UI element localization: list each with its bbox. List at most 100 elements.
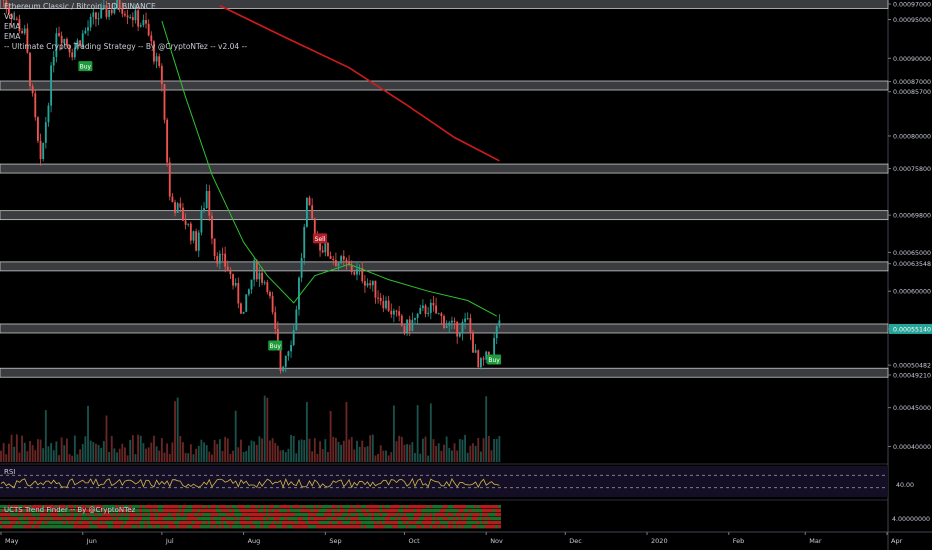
trend-cell [408, 509, 412, 513]
buy-signal: Buy [78, 61, 93, 72]
trend-cell [49, 513, 53, 517]
trend-cell [47, 521, 51, 525]
trend-cell [250, 513, 254, 517]
trend-cell [258, 513, 262, 517]
trend-cell [255, 505, 259, 509]
trend-cell [202, 525, 206, 529]
trend-cell [86, 509, 90, 513]
trend-cell [426, 521, 430, 525]
candle-body [192, 231, 195, 241]
volume-bar [10, 434, 13, 462]
trend-cell [376, 513, 380, 517]
volume-bar [145, 448, 147, 462]
price-tick-label: 0.00085700 [893, 89, 931, 96]
trend-cell [207, 509, 211, 513]
trend-cell [326, 513, 330, 517]
volume-bar [245, 451, 248, 462]
trend-cell [81, 521, 85, 525]
trend-cell [23, 517, 27, 521]
trend-cell [313, 509, 317, 513]
trend-cell [318, 513, 322, 517]
trend-cell [89, 513, 93, 517]
trend-cell [455, 521, 459, 525]
trend-cell [400, 521, 404, 525]
trend-cell [144, 509, 148, 513]
trend-cell [142, 521, 146, 525]
trend-cell [287, 505, 291, 509]
trend-cell [260, 513, 264, 517]
trend-cell [221, 513, 225, 517]
trend-cell [68, 505, 72, 509]
trend-cell [250, 505, 254, 509]
trend-cell [297, 525, 301, 529]
trend-cell [403, 513, 407, 517]
trend-cell [202, 505, 206, 509]
trend-cell [434, 509, 438, 513]
candle-body [195, 231, 198, 251]
trend-cell [461, 513, 465, 517]
trend-cell [313, 505, 317, 509]
candle-body [221, 253, 224, 255]
trend-cell [152, 505, 156, 509]
trend-cell [360, 517, 364, 521]
volume-bar [23, 442, 26, 462]
volume-bar [137, 434, 140, 462]
trend-cell [426, 513, 430, 517]
trend-cell [382, 521, 385, 525]
volume-bar [116, 452, 118, 462]
candle-body [145, 20, 147, 24]
time-tick-label: Aug [248, 537, 261, 545]
trend-cell [305, 509, 309, 513]
candle-body [216, 256, 219, 264]
volume-bar [139, 435, 142, 462]
trend-cell [215, 505, 219, 509]
trend-cell [400, 525, 404, 529]
trend-cell [123, 509, 127, 513]
trend-cell [99, 517, 103, 521]
trend-cell [218, 513, 222, 517]
trend-cell [102, 517, 106, 521]
time-tick-label: Feb [733, 537, 745, 545]
trend-cell [210, 525, 214, 529]
volume-bar [477, 437, 480, 462]
trend-cell [237, 521, 240, 525]
trend-cell [392, 525, 396, 529]
trend-cell [395, 513, 399, 517]
trend-cell [350, 521, 354, 525]
candle-body [68, 45, 71, 53]
trend-cell [94, 513, 98, 517]
trend-cell [52, 513, 56, 517]
trend-cell [123, 521, 127, 525]
volume-bar [218, 439, 221, 462]
trend-cell [231, 505, 235, 509]
trend-cell [136, 505, 140, 509]
candle-body [116, 0, 118, 9]
candle-body [179, 203, 182, 208]
volume-bar [232, 450, 234, 462]
trend-cell [492, 517, 496, 521]
trend-cell [329, 521, 333, 525]
trend-cell [157, 505, 161, 509]
trend-cell [461, 517, 465, 521]
trend-cell [442, 513, 446, 517]
trend-cell [41, 505, 45, 509]
candle-body [155, 56, 158, 62]
trend-cell [374, 513, 378, 517]
trend-cell [437, 517, 441, 521]
trend-cell [155, 513, 159, 517]
trend-cell [107, 509, 111, 513]
trend-cell [281, 525, 285, 529]
trend-cell [173, 517, 177, 521]
trend-cell [276, 513, 280, 517]
candle-body [416, 313, 419, 318]
trend-cell [28, 517, 32, 521]
trend-cell [36, 521, 40, 525]
trend-cell [360, 521, 364, 525]
volume-bar [187, 453, 190, 462]
candle-body [87, 27, 89, 31]
trend-cell [20, 505, 24, 509]
volume-bar [55, 441, 58, 462]
trend-cell [458, 521, 462, 525]
trend-cell [65, 505, 69, 509]
